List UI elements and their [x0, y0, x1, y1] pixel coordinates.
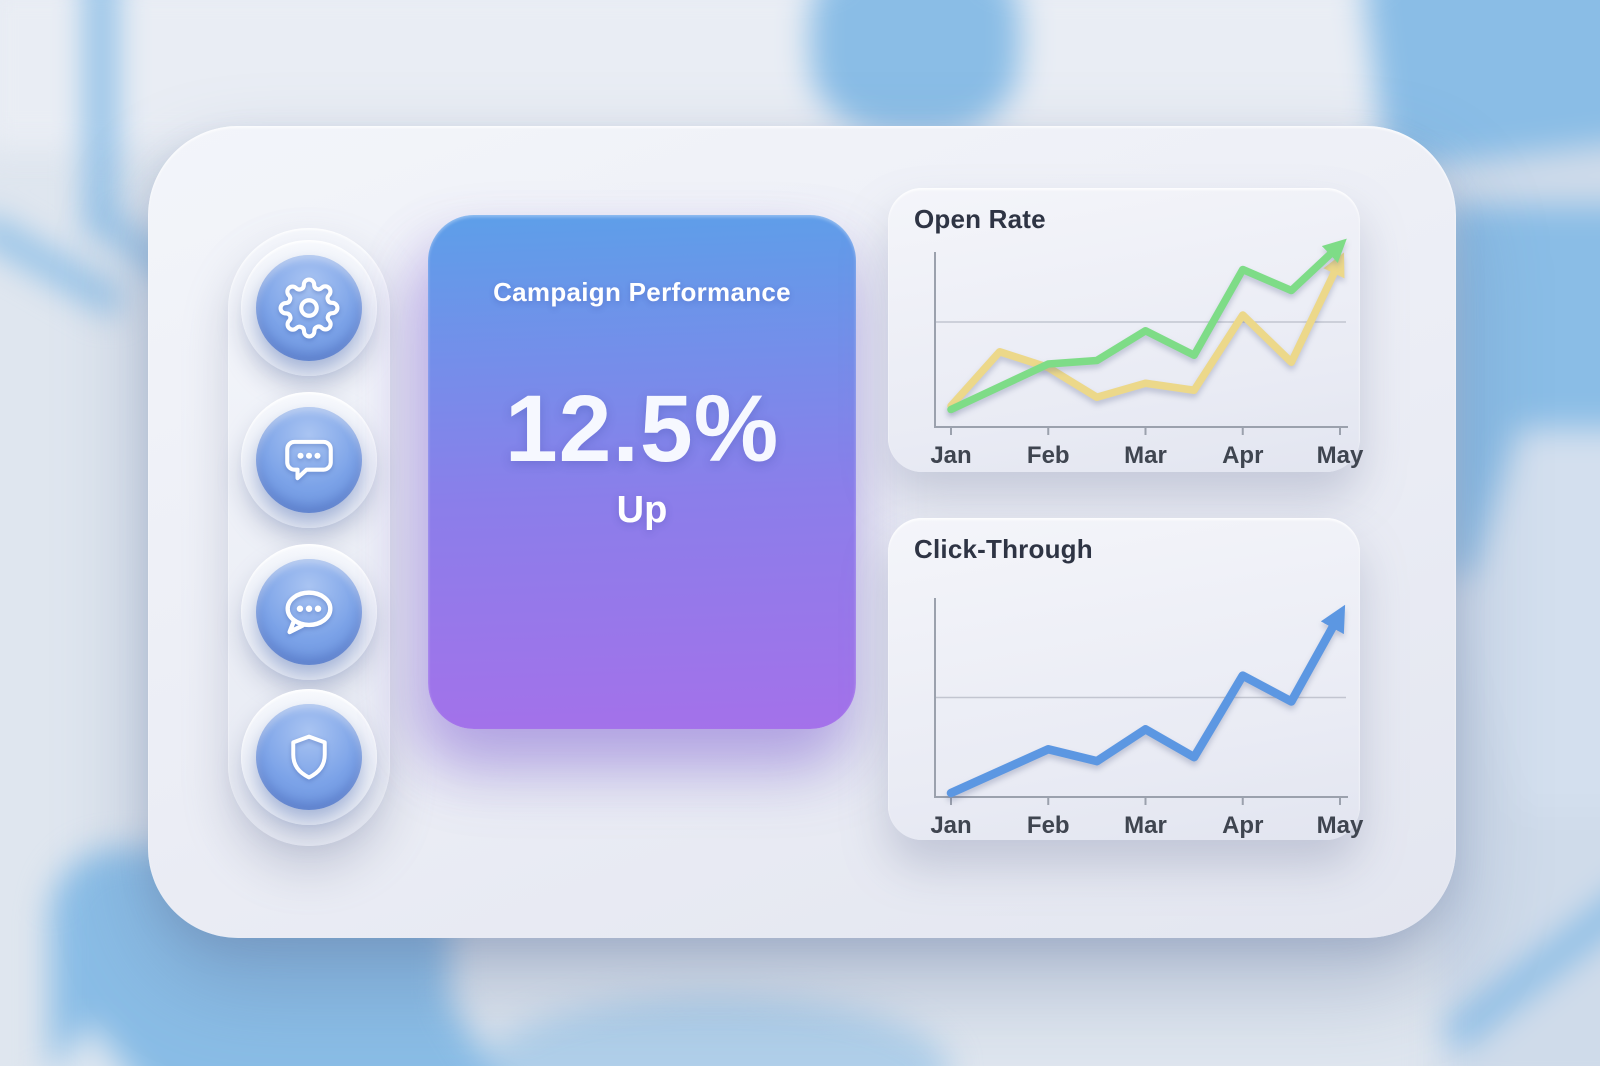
shield-icon [291, 734, 327, 780]
x-tick-label: Feb [1027, 442, 1070, 469]
kpi-title: Campaign Performance [493, 277, 791, 307]
dashboard-panel: Campaign Performance 12.5% Up Open Rate … [148, 126, 1456, 938]
open-rate-title: Open Rate [914, 204, 1046, 234]
line-series-open-rate-yellow [947, 252, 1345, 410]
x-tick-label: Apr [1222, 442, 1263, 469]
x-tick-label: May [1317, 812, 1364, 839]
message-square-icon [285, 439, 333, 481]
click-through-chart: Jan Feb Mar Apr May [930, 598, 1364, 839]
x-tick-label: Jan [930, 442, 971, 469]
settings-button[interactable] [241, 240, 377, 376]
message-circle-icon [285, 590, 333, 635]
messages-button[interactable] [241, 392, 377, 528]
x-tick-label: Jan [930, 812, 971, 839]
axes [934, 598, 1348, 798]
gear-icon [278, 277, 340, 339]
open-rate-chart: Jan Feb Mar Apr May [930, 238, 1364, 469]
x-tick-label: Feb [1027, 812, 1070, 839]
settings-orb [256, 255, 362, 361]
campaign-performance-card: Campaign Performance 12.5% Up [428, 215, 856, 729]
sidebar [228, 228, 390, 846]
line-series-click-through-blue [946, 604, 1346, 798]
messages-orb [256, 407, 362, 513]
kpi-direction: Up [616, 489, 668, 531]
x-tick-label: Apr [1222, 812, 1263, 839]
axes [934, 252, 1348, 428]
x-tick-label: Mar [1124, 812, 1167, 839]
click-through-card: Click-Through Jan Feb Mar Apr May [888, 518, 1364, 840]
x-tick-label: May [1317, 442, 1364, 469]
comments-button[interactable] [241, 544, 377, 680]
security-button[interactable] [241, 689, 377, 825]
click-through-title: Click-Through [914, 534, 1093, 564]
open-rate-card: Open Rate Jan Feb Mar Apr May [888, 188, 1364, 472]
x-tick-label: Mar [1124, 442, 1167, 469]
kpi-value: 12.5% [504, 376, 780, 482]
security-orb [256, 704, 362, 810]
comments-orb [256, 559, 362, 665]
line-series-open-rate-green [947, 238, 1347, 414]
